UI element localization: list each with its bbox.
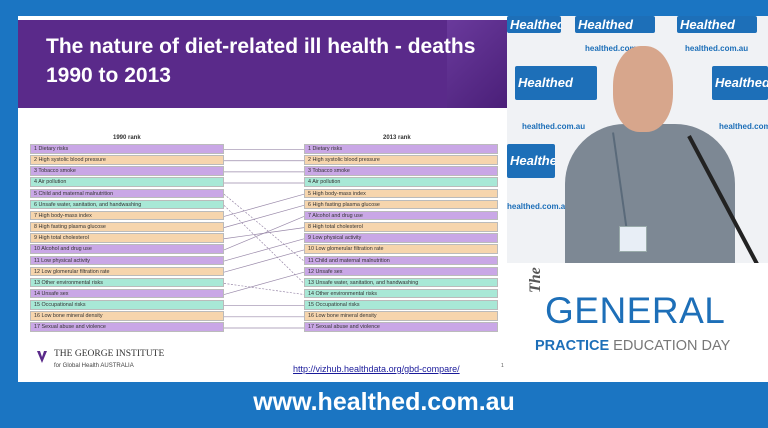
top-bar <box>0 0 768 16</box>
rank-connector <box>223 216 305 251</box>
source-link[interactable]: http://vizhub.healthdata.org/gbd-compare… <box>293 364 460 374</box>
rank-row: 4 Air pollution <box>304 177 498 187</box>
slide-title: The nature of diet-related ill health - … <box>46 35 476 87</box>
backdrop-url: healthed.com.au <box>522 122 586 131</box>
rank-row: 10 Low glomerular filtration rate <box>304 244 498 254</box>
rank-row: 1 Dietary risks <box>304 144 498 154</box>
rank-row: 5 High body-mass index <box>304 188 498 199</box>
brand-practice-education-day: PRACTICE EDUCATION DAY <box>535 337 730 355</box>
rank-row: 14 Unsafe sex <box>30 288 224 299</box>
george-institute-mark-icon <box>37 351 47 363</box>
brand-practice: PRACTICE <box>535 338 610 354</box>
rank-connector <box>223 238 305 262</box>
speaker-video: Healthed Healthed Healthed healthed.com.… <box>507 16 768 263</box>
rank-row: 16 Low bone mineral density <box>30 311 224 321</box>
rank-row: 17 Sexual abuse and violence <box>304 322 498 332</box>
rank-connector <box>223 271 305 295</box>
backdrop-url: healthed.com.au <box>585 44 649 53</box>
rank-row: 13 Other environmental risks <box>30 277 224 288</box>
rank-row: 8 High fasting plasma glucose <box>30 222 224 232</box>
rank-row: 7 Alcohol and drug use <box>304 210 498 221</box>
footer-url: www.healthed.com.au <box>253 388 515 416</box>
rank-row: 10 Alcohol and drug use <box>30 244 224 254</box>
speaker-body <box>565 124 735 263</box>
rank-row: 6 Unsafe water, sanitation, and handwash… <box>30 199 224 210</box>
rank-connector <box>223 193 305 217</box>
speaker-head <box>613 46 673 132</box>
slide-header: The nature of diet-related ill health - … <box>18 20 507 108</box>
rank-row: 15 Occupational risks <box>30 300 224 310</box>
logo-name: THE GEORGE INSTITUTE <box>54 349 165 359</box>
rank-row: 16 Low bone mineral density <box>304 311 498 321</box>
rank-row: 8 High total cholesterol <box>304 222 498 232</box>
backdrop-url: healthed.com.au <box>507 202 571 211</box>
slide-page-number: 1 <box>501 363 504 369</box>
rank-connector <box>223 283 305 295</box>
rank-row: 12 Low glomerular filtration rate <box>30 266 224 277</box>
brand-general: GENERAL <box>545 290 726 331</box>
rank-connector <box>223 204 305 228</box>
rank-row: 11 Low physical activity <box>30 255 224 265</box>
rank-row: 13 Unsafe water, sanitation, and handwas… <box>304 277 498 288</box>
header-decoration <box>447 20 507 108</box>
rank-connector <box>223 205 305 284</box>
backdrop-url: healthed.com.au <box>719 122 768 131</box>
rank-row: 2 High systolic blood pressure <box>304 155 498 165</box>
backdrop-logo: Healthed <box>507 144 555 178</box>
rank-row: 9 Low physical activity <box>304 233 498 243</box>
rank-connectors <box>223 149 305 329</box>
rank-row: 12 Unsafe sex <box>304 266 498 277</box>
backdrop-url: healthed.com.au <box>685 44 749 53</box>
logo-subtitle: for Global Health AUSTRALIA <box>54 363 134 369</box>
footer-banner: www.healthed.com.au <box>0 382 768 428</box>
rank-row: 1 Dietary risks <box>30 144 224 154</box>
backdrop-logo: Healthed <box>677 16 757 33</box>
backdrop-logo: Healthed <box>515 66 597 100</box>
right-column-header: 2013 rank <box>383 135 411 141</box>
backdrop-logo: Healthed <box>575 16 655 33</box>
rank-row: 9 High total cholesterol <box>30 233 224 243</box>
rank-row: 6 High fasting plasma glucose <box>304 199 498 210</box>
rank-connector <box>223 249 305 273</box>
brand-the: The <box>527 267 544 293</box>
rank-row: 2 High systolic blood pressure <box>30 155 224 165</box>
name-badge <box>619 226 647 252</box>
event-branding: The GENERAL PRACTICE EDUCATION DAY <box>507 263 768 382</box>
rank-row: 14 Other environmental risks <box>304 288 498 299</box>
rank-row: 4 Air pollution <box>30 177 224 187</box>
left-column-header: 1990 rank <box>113 135 141 141</box>
rank-row: 11 Child and maternal malnutrition <box>304 255 498 265</box>
backdrop-logo: Healthed <box>507 16 561 33</box>
rank-row: 15 Occupational risks <box>304 300 498 310</box>
rank-row: 3 Tobacco smoke <box>30 166 224 176</box>
rank-row: 3 Tobacco smoke <box>304 166 498 176</box>
rank-row: 17 Sexual abuse and violence <box>30 322 224 332</box>
rank-row: 7 High body-mass index <box>30 210 224 221</box>
rank-row: 5 Child and maternal malnutrition <box>30 188 224 199</box>
brand-education-day: EDUCATION DAY <box>613 338 731 354</box>
backdrop-logo: Healthed <box>712 66 768 100</box>
rank-connector <box>223 193 305 262</box>
presentation-slide: The nature of diet-related ill health - … <box>18 16 507 382</box>
